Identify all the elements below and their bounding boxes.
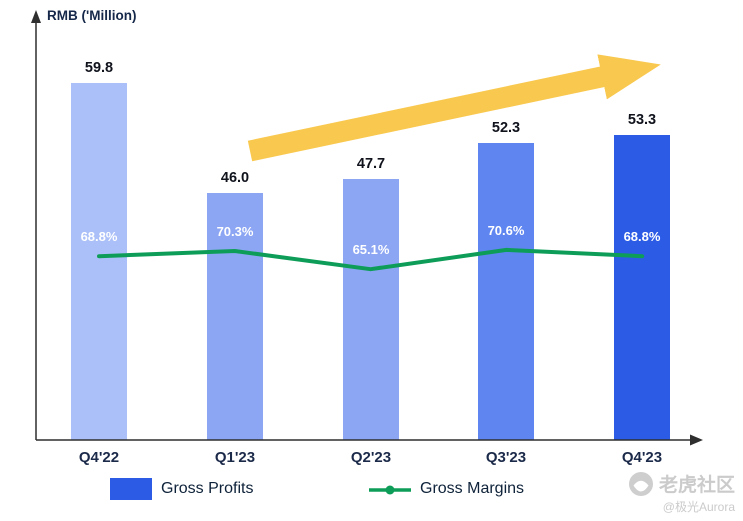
bar-group-q1-23: 46.0 70.3% Q1'23 [207,0,263,521]
y-axis-arrow-icon [31,10,41,23]
bar-value-label: 47.7 [356,156,386,173]
gross-margins-line-swatch-icon [369,485,411,495]
x-axis-arrow-icon [690,434,703,446]
margin-label-q2-23: 65.1% [352,242,390,258]
legend-gross-profits-label: Gross Profits [161,480,254,497]
watermark-brand: 老虎社区 [658,475,735,496]
bar-value-label: 53.3 [627,111,657,128]
margin-label-q3-23: 70.6% [487,222,525,238]
bar-q4-23 [614,134,670,440]
margin-label-q4-22: 68.8% [80,229,118,245]
bar-group-q4-22: 59.8 68.8% Q4'22 [71,0,127,521]
bar-group-q2-23: 47.7 65.1% Q2'23 [343,0,399,521]
bar-q2-23 [343,179,399,440]
trend-arrow-icon [247,54,661,162]
watermark-handle: @极光Aurora [662,500,735,514]
x-tick-q4-22: Q4'22 [78,449,120,466]
bar-q4-22 [71,82,127,440]
x-tick-q1-23: Q1'23 [214,449,256,466]
margin-label-q4-23: 68.8% [623,229,661,245]
legend-gross-margins-label: Gross Margins [420,480,525,497]
bar-value-label: 52.3 [491,119,521,136]
bar-group-q3-23: 52.3 70.6% Q3'23 [478,0,534,521]
watermark: 老虎社区 @极光Aurora [628,470,735,515]
y-axis-label: RMB ('Million) [47,8,137,23]
bar-group-q4-23: 53.3 68.8% Q4'23 [614,0,670,521]
bar-value-label: 46.0 [220,169,250,186]
bar-q1-23 [207,192,263,440]
margin-label-q1-23: 70.3% [216,224,254,239]
x-tick-q4-23: Q4'23 [621,449,663,466]
tiger-logo-icon [628,471,653,496]
x-tick-q2-23: Q2'23 [350,449,392,466]
x-tick-q3-23: Q3'23 [485,449,527,466]
bar-value-label: 59.8 [84,59,114,76]
legend: Gross Profits Gross Margins [0,476,743,506]
bar-q3-23 [478,142,534,440]
gross-profits-swatch-icon [110,478,152,500]
